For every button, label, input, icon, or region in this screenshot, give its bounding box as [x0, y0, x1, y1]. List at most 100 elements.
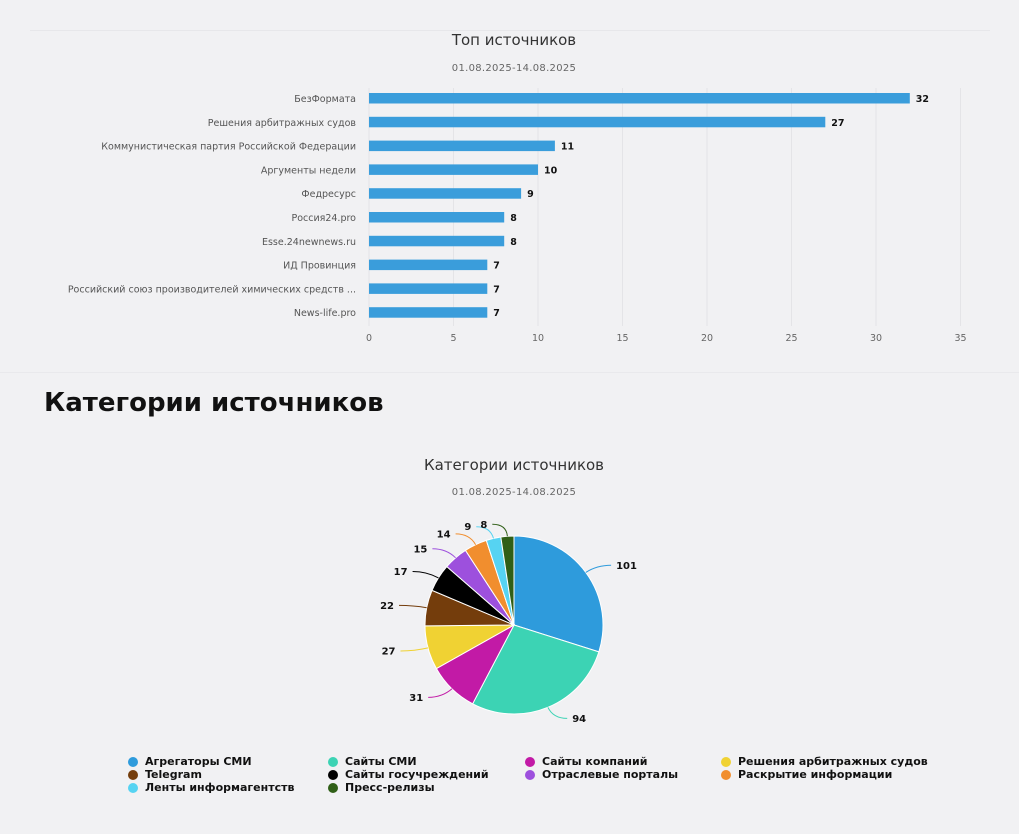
bar-value-label: 9: [527, 189, 534, 200]
source-categories-pie-chart: Категории источников 01.08.2025-14.08.20…: [380, 456, 637, 725]
pie-value-label: 9: [464, 522, 471, 533]
legend-label: Telegram: [145, 768, 202, 781]
pie-data-labels: 101 94 31 27 22 17 15 14 9 8: [380, 520, 637, 725]
legend-label: Агрегаторы СМИ: [145, 755, 252, 768]
pie-slices: [424, 535, 604, 715]
bar-value-label: 7: [493, 308, 500, 319]
bar-value-label: 8: [510, 213, 517, 224]
bar-chart-data-labels: 32 27 11 10 9 8 8 7 7 7: [493, 94, 929, 319]
pie-connector: [492, 523, 508, 537]
legend-item[interactable]: Сайты компаний: [525, 755, 721, 768]
bar-x-tick: 5: [450, 333, 456, 344]
legend-dot-icon: [721, 769, 731, 780]
bar-x-tick: 35: [954, 333, 966, 344]
legend-dot-icon: [525, 769, 535, 780]
pie-value-label: 31: [409, 693, 423, 704]
bar-x-tick: 25: [785, 333, 797, 344]
bar: [369, 93, 910, 104]
bar-x-tick: 0: [366, 333, 372, 344]
bar-value-label: 10: [544, 165, 558, 176]
bar: [369, 283, 488, 294]
bar-chart-x-ticks: 0 5 10 15 20 25 30 35: [366, 333, 967, 344]
bar-category-label: Россия24.pro: [291, 213, 356, 224]
legend-item[interactable]: Сайты СМИ: [328, 755, 525, 768]
pie-connector: [428, 688, 453, 698]
legend-label: Ленты информагентств: [145, 781, 295, 794]
bar-category-label: БезФормата: [294, 94, 356, 105]
legend-item[interactable]: Решения арбитражных судов: [721, 755, 928, 768]
legend-item[interactable]: Отраслевые порталы: [525, 768, 721, 781]
top-divider: [30, 30, 990, 31]
pie-connectors: [398, 523, 612, 719]
bar-x-tick: 15: [616, 333, 628, 344]
pie-value-label: 15: [413, 544, 427, 555]
pie-value-label: 27: [382, 647, 396, 658]
legend-dot-icon: [525, 756, 535, 767]
bar-chart-subtitle: 01.08.2025-14.08.2025: [452, 63, 576, 74]
bar-value-label: 27: [831, 118, 844, 129]
pie-connector: [398, 604, 427, 609]
pie-value-label: 22: [380, 601, 394, 612]
pie-slice: [471, 624, 600, 715]
bar-value-label: 11: [561, 142, 574, 153]
bar: [369, 164, 538, 175]
bar-chart-category-labels: БезФормата Решения арбитражных судов Комму…: [68, 94, 357, 319]
pie-value-label: 14: [437, 529, 451, 540]
legend-label: Пресс-релизы: [345, 781, 435, 794]
legend-dot-icon: [128, 782, 138, 793]
pie-connector: [476, 526, 494, 539]
pie-slice: [513, 535, 604, 653]
legend-label: Отраслевые порталы: [542, 768, 679, 781]
legend-dot-icon: [721, 756, 731, 767]
legend-dot-icon: [328, 756, 338, 767]
bar-chart-title: Топ источников: [451, 31, 576, 49]
legend-item[interactable]: Сайты госучреждений: [328, 768, 525, 781]
legend-dot-icon: [128, 756, 138, 767]
pie-value-label: 101: [616, 561, 637, 572]
bar-value-label: 7: [493, 261, 500, 272]
pie-connector: [547, 707, 568, 719]
bar-category-label: Федресурс: [301, 189, 356, 200]
legend-label: Раскрытие информации: [738, 768, 893, 781]
pie-value-label: 94: [572, 714, 586, 725]
legend-label: Сайты компаний: [542, 755, 648, 768]
bar-value-label: 7: [493, 284, 500, 295]
legend-dot-icon: [328, 769, 338, 780]
bar: [369, 140, 555, 152]
legend-label: Сайты СМИ: [345, 755, 417, 768]
pie-connector: [585, 564, 612, 573]
bar: [369, 116, 826, 128]
bar-category-label: Коммунистическая партия Российской Федер…: [101, 142, 356, 153]
bar-category-label: News-life.pro: [294, 308, 356, 319]
legend-item[interactable]: Агрегаторы СМИ: [128, 755, 328, 768]
legend-dot-icon: [328, 782, 338, 793]
pie-chart-title: Категории источников: [424, 456, 604, 474]
legend-item[interactable]: Пресс-релизы: [328, 781, 525, 794]
legend-item[interactable]: Раскрытие информации: [721, 768, 921, 781]
legend-dot-icon: [128, 769, 138, 780]
section-heading: Категории источников: [44, 388, 384, 418]
bar-category-label: Решения арбитражных судов: [208, 118, 357, 129]
pie-connector: [400, 647, 429, 652]
bar-x-tick: 30: [870, 333, 882, 344]
bar-value-label: 32: [916, 94, 929, 105]
pie-legend: Агрегаторы СМИ Сайты СМИ Сайты компаний Реш…: [128, 755, 928, 794]
bar-x-tick: 20: [701, 333, 713, 344]
pie-connector: [432, 548, 456, 559]
bar-value-label: 8: [510, 237, 517, 248]
pie-connector: [412, 571, 439, 579]
pie-value-label: 8: [480, 520, 487, 531]
bar: [369, 307, 488, 318]
pie-chart-subtitle: 01.08.2025-14.08.2025: [452, 487, 576, 498]
pie-connector: [455, 533, 477, 545]
legend-label: Решения арбитражных судов: [738, 755, 928, 768]
bar: [369, 188, 522, 199]
bar: [369, 235, 505, 247]
legend-item[interactable]: Ленты информагентств: [128, 781, 328, 794]
bar-category-label: Esse.24newnews.ru: [262, 237, 356, 248]
legend-item[interactable]: Telegram: [128, 768, 328, 781]
pie-slice: [500, 535, 515, 626]
bar: [369, 259, 488, 271]
bar-x-tick: 10: [532, 333, 544, 344]
top-sources-bar-chart: Топ источников 01.08.2025-14.08.2025 Без…: [68, 31, 967, 344]
